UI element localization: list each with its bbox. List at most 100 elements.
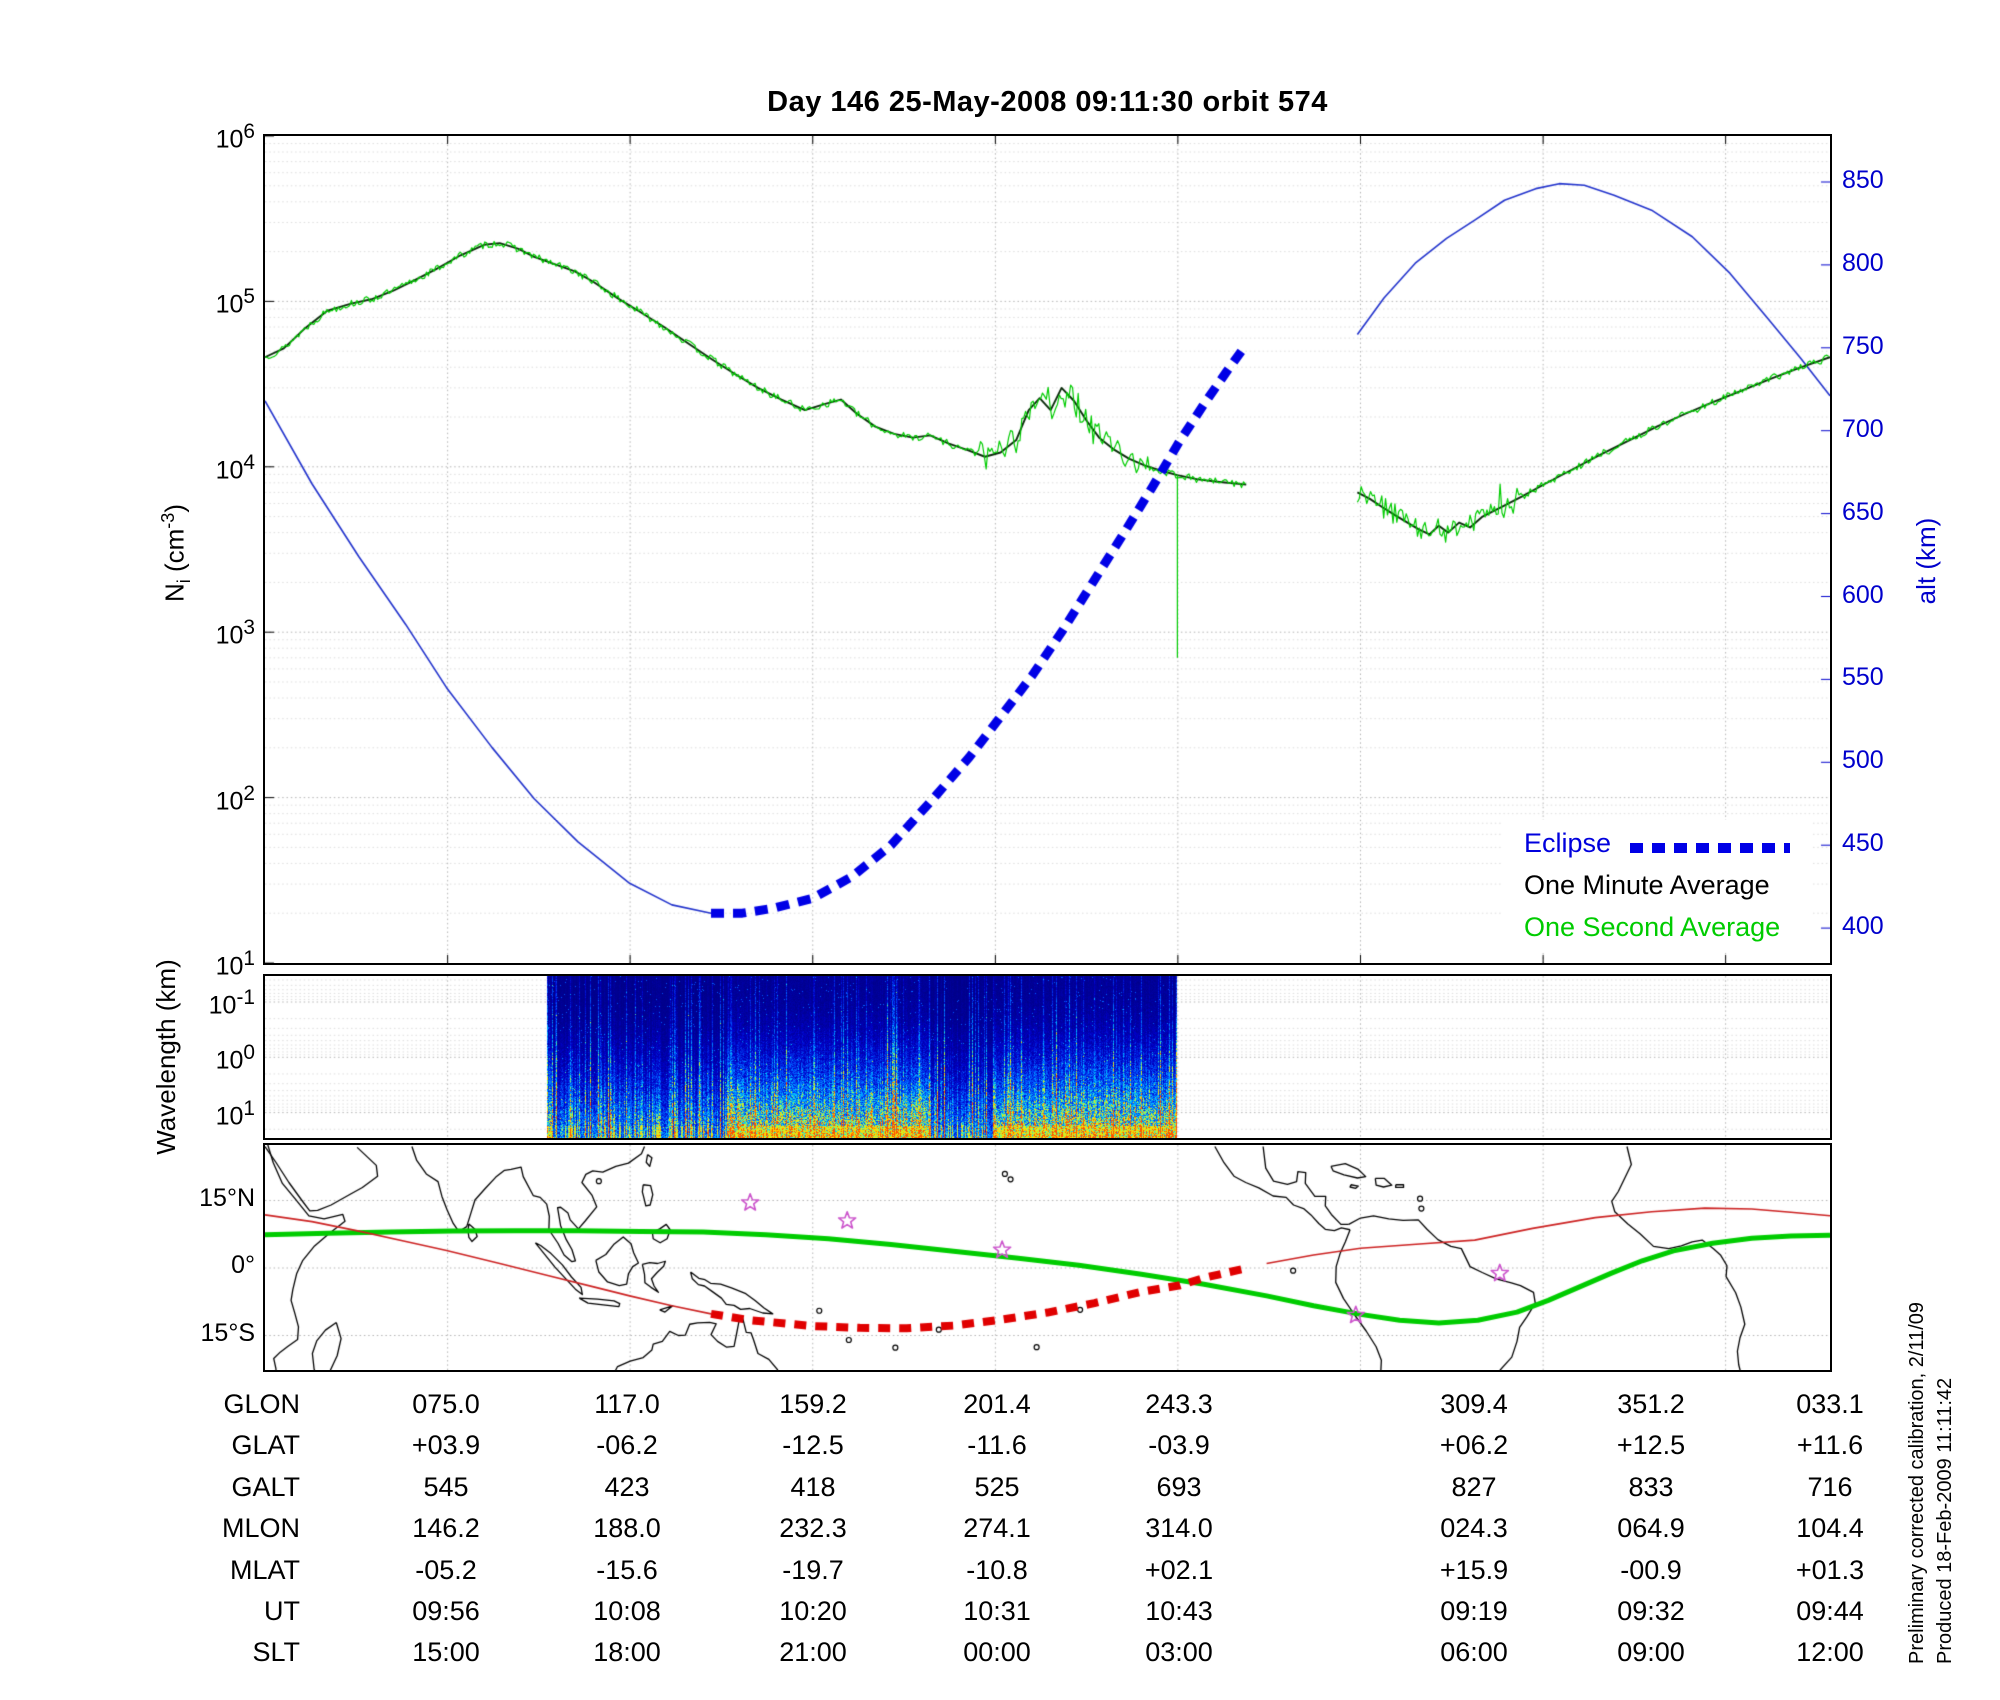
legend-one-second-label: One Second Average — [1524, 912, 1781, 942]
table-cell: 18:00 — [593, 1637, 661, 1667]
ni-tick-label: 101 — [215, 947, 255, 981]
table-cell: 09:19 — [1440, 1596, 1508, 1626]
table-cell: 309.4 — [1440, 1389, 1508, 1419]
legend-eclipse-line-sample — [1630, 843, 1790, 853]
table-row-label: GALT — [231, 1472, 300, 1502]
latitude-tick-label: 0° — [231, 1251, 255, 1279]
ni-label-post: ) — [159, 504, 190, 513]
ni-label-mid: (cm — [159, 528, 190, 580]
ni-tick-label: 104 — [215, 450, 255, 485]
map-panel — [263, 1143, 1832, 1372]
table-cell: 10:20 — [779, 1596, 847, 1626]
table-cell: -19.7 — [782, 1555, 844, 1585]
table-cell: 21:00 — [779, 1637, 847, 1667]
table-cell: +06.2 — [1439, 1430, 1509, 1460]
wavelength-tick-label: 10-1 — [208, 986, 255, 1020]
alt-tick-label: 800 — [1842, 248, 1884, 277]
table-cell: 201.4 — [963, 1389, 1031, 1419]
table-cell: 274.1 — [963, 1513, 1031, 1543]
ni-label-sub: i — [173, 579, 194, 584]
table-cell: -11.6 — [967, 1430, 1027, 1460]
table-cell: 827 — [1451, 1472, 1497, 1502]
table-row: GALT 545 423 418 525 693 827 833 716 — [0, 1467, 2000, 1507]
table-cell: -12.5 — [782, 1430, 844, 1460]
table-row-label: UT — [264, 1596, 300, 1626]
table-cell: -15.6 — [596, 1555, 658, 1585]
table-row-label: SLT — [252, 1637, 300, 1667]
table-cell: 104.4 — [1796, 1513, 1864, 1543]
table-cell: 243.3 — [1145, 1389, 1213, 1419]
ni-tick-label: 106 — [215, 120, 255, 154]
ni-tick-label: 105 — [215, 285, 255, 319]
table-cell: 423 — [604, 1472, 650, 1502]
ground-track-map-canvas — [265, 1145, 1830, 1370]
table-cell: 024.3 — [1440, 1513, 1508, 1543]
table-cell: 833 — [1628, 1472, 1674, 1502]
table-cell: +12.5 — [1616, 1430, 1686, 1460]
table-cell: -03.9 — [1148, 1430, 1210, 1460]
spectrogram-canvas — [265, 976, 1830, 1138]
alt-tick-label: 400 — [1842, 912, 1884, 941]
table-cell: 716 — [1807, 1472, 1853, 1502]
table-cell: 09:32 — [1617, 1596, 1685, 1626]
ni-tick-label: 102 — [215, 781, 255, 815]
table-cell: 351.2 — [1617, 1389, 1685, 1419]
ni-axis-label: Ni (cm-3) — [152, 403, 194, 703]
table-cell: +02.1 — [1144, 1555, 1214, 1585]
table-cell: 10:31 — [963, 1596, 1031, 1626]
table-cell: 525 — [974, 1472, 1020, 1502]
alt-tick-label: 650 — [1842, 497, 1884, 526]
table-cell: +15.9 — [1439, 1555, 1509, 1585]
table-cell: 064.9 — [1617, 1513, 1685, 1543]
table-row: MLAT -05.2 -15.6 -19.7 -10.8 +02.1 +15.9 -00.9 +… — [0, 1550, 2000, 1590]
legend-eclipse-label: Eclipse — [1524, 828, 1612, 858]
table-cell: 146.2 — [412, 1513, 480, 1543]
table-row-label: GLON — [223, 1389, 300, 1419]
alt-tick-label: 550 — [1842, 663, 1884, 692]
table-cell: +01.3 — [1795, 1555, 1865, 1585]
ni-tick-label: 103 — [215, 616, 255, 650]
table-cell: 10:43 — [1145, 1596, 1213, 1626]
ni-label-pre: N — [159, 583, 190, 603]
table-row: MLON 146.2 188.0 232.3 274.1 314.0 024.3 064.9 1… — [0, 1508, 2000, 1548]
table-cell: 00:00 — [963, 1637, 1031, 1667]
table-cell: 03:00 — [1145, 1637, 1213, 1667]
table-cell: +11.6 — [1796, 1430, 1864, 1460]
table-cell: 693 — [1156, 1472, 1202, 1502]
table-row-label: MLAT — [229, 1555, 300, 1585]
table-cell: 117.0 — [594, 1389, 660, 1419]
wavelength-tick-label: 101 — [215, 1096, 255, 1130]
legend: Eclipse One Minute Average One Second Av… — [1502, 820, 1812, 952]
plot-title: Day 146 25-May-2008 09:11:30 orbit 574 — [767, 86, 1328, 118]
alt-tick-label: 700 — [1842, 414, 1884, 443]
alt-tick-label: 450 — [1842, 829, 1884, 858]
table-cell: 10:08 — [593, 1596, 661, 1626]
table-row-label: MLON — [221, 1513, 300, 1543]
alt-tick-label: 600 — [1842, 580, 1884, 609]
table-cell: 232.3 — [779, 1513, 847, 1543]
latitude-tick-label: 15°S — [200, 1318, 255, 1347]
latitude-tick-label: 15°N — [199, 1183, 255, 1212]
table-cell: 075.0 — [412, 1389, 480, 1419]
table-cell: 545 — [423, 1472, 469, 1502]
table-cell: -00.9 — [1620, 1555, 1682, 1585]
table-cell: -05.2 — [415, 1555, 477, 1585]
table-cell: +03.9 — [411, 1430, 481, 1460]
table-cell: 09:56 — [412, 1596, 480, 1626]
legend-one-minute-label: One Minute Average — [1524, 870, 1770, 900]
ni-label-sup: -3 — [158, 512, 178, 529]
table-cell: 159.2 — [779, 1389, 847, 1419]
table-cell: 418 — [790, 1472, 836, 1502]
table-cell: 12:00 — [1796, 1637, 1864, 1667]
table-row: UT 09:56 10:08 10:20 10:31 10:43 09:19 09:32 09:… — [0, 1591, 2000, 1631]
table-cell: -06.2 — [596, 1430, 658, 1460]
table-cell: 314.0 — [1145, 1513, 1213, 1543]
table-cell: 188.0 — [593, 1513, 661, 1543]
table-cell: 09:44 — [1796, 1596, 1864, 1626]
ion-density-panel — [263, 134, 1832, 965]
table-cell: 15:00 — [412, 1637, 480, 1667]
alt-tick-label: 850 — [1842, 166, 1884, 194]
table-cell: 033.1 — [1796, 1389, 1864, 1419]
table-row: SLT 15:00 18:00 21:00 00:00 03:00 06:00 09:00 12… — [0, 1632, 2000, 1672]
